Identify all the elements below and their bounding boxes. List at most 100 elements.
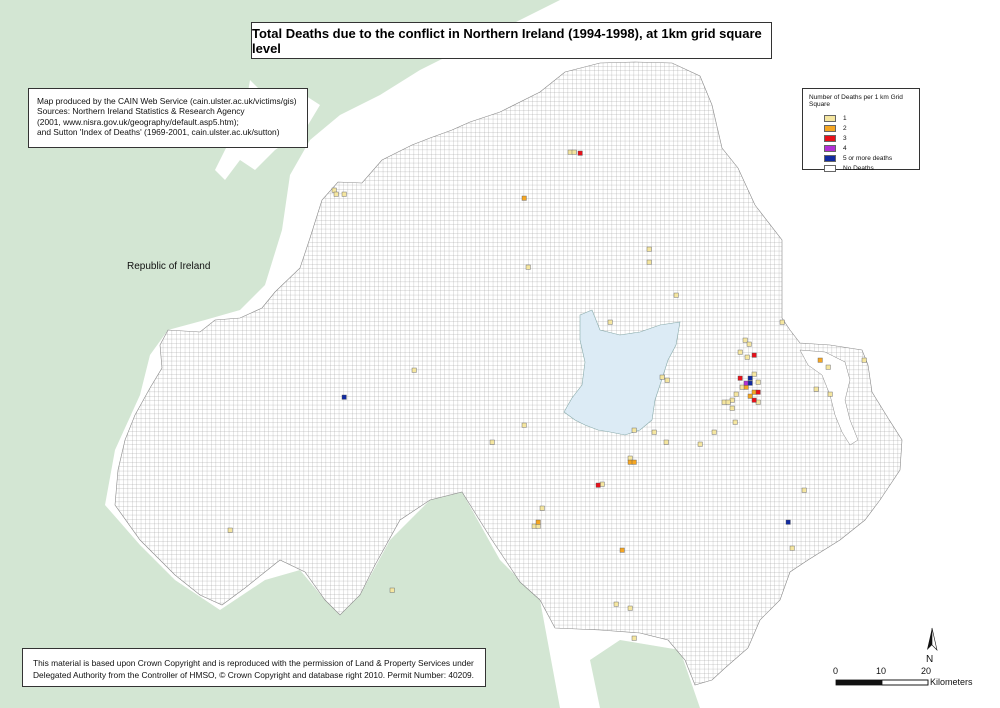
death-square-1 [607, 319, 613, 325]
death-square-1 [827, 391, 833, 397]
legend-item: 4 [824, 143, 913, 153]
northern-ireland-outline [114, 61, 903, 686]
death-square-3 [755, 389, 761, 395]
legend-swatch [824, 134, 836, 142]
scale-unit-label: Kilometers [930, 677, 973, 687]
death-square-1 [567, 149, 573, 155]
death-square-1 [341, 191, 347, 197]
death-square-1 [744, 354, 750, 360]
death-square-2 [619, 547, 625, 553]
source-line: Sources: Northern Ireland Statistics & R… [37, 106, 245, 117]
death-square-1 [746, 341, 752, 347]
death-square-1 [646, 259, 652, 265]
copyright-line: This material is based upon Crown Copyri… [33, 658, 474, 668]
death-square-2 [631, 459, 637, 465]
legend-swatch [824, 144, 836, 152]
death-square-1 [733, 391, 739, 397]
death-square-5-plus [747, 375, 753, 381]
death-square-2 [521, 195, 527, 201]
death-square-5-plus [747, 380, 753, 386]
death-square-1 [825, 364, 831, 370]
legend-swatch [824, 114, 836, 122]
scale-bar-ticks: 0 10 20 [0, 666, 1000, 680]
source-info-box: Map produced by the CAIN Web Service (ca… [28, 88, 308, 148]
legend-title: Number of Deaths per 1 km Grid Square [809, 94, 903, 108]
death-square-5-plus [785, 519, 791, 525]
death-square-1 [697, 441, 703, 447]
legend-label: 2 [843, 124, 847, 132]
death-square-2 [627, 459, 633, 465]
copyright-box: This material is based upon Crown Copyri… [22, 648, 486, 687]
scale-tick-label: 20 [921, 666, 932, 676]
death-square-1 [631, 635, 637, 641]
death-square-1 [525, 264, 531, 270]
legend-item: 3 [824, 133, 913, 143]
death-square-1 [331, 187, 337, 193]
death-square-1 [663, 439, 669, 445]
legend-item: 2 [824, 123, 913, 133]
map-title: Total Deaths due to the conflict in Nort… [252, 25, 762, 56]
death-square-1 [729, 405, 735, 411]
legend-swatch [824, 124, 836, 132]
map-title-box: Total Deaths due to the conflict in Nort… [251, 22, 772, 59]
death-square-1 [755, 399, 761, 405]
death-square-4 [743, 380, 749, 386]
legend-label: 1 [843, 114, 847, 122]
republic-of-ireland-land [0, 0, 700, 708]
death-square-3 [751, 397, 757, 403]
death-square-1 [646, 246, 652, 252]
legend-swatch [824, 154, 836, 162]
death-square-1 [659, 374, 665, 380]
death-square-1 [664, 377, 670, 383]
death-square-1 [751, 371, 757, 377]
death-square-2 [743, 384, 749, 390]
death-square-1 [627, 455, 633, 461]
death-square-1 [613, 601, 619, 607]
death-square-1 [627, 605, 633, 611]
lough-neagh [563, 309, 681, 436]
legend-item: 1 [824, 113, 913, 123]
death-square-1 [521, 422, 527, 428]
death-square-1 [737, 349, 743, 355]
death-square-1 [711, 429, 717, 435]
death-square-1 [801, 487, 807, 493]
death-square-1 [721, 399, 727, 405]
death-square-1 [599, 481, 605, 487]
death-square-1 [739, 384, 745, 390]
legend-swatch [824, 164, 836, 172]
death-square-2 [747, 393, 753, 399]
republic-of-ireland-label: Republic of Ireland [127, 261, 211, 272]
legend-label: No Deaths [843, 164, 874, 172]
death-square-1 [732, 419, 738, 425]
death-square-1 [531, 523, 537, 529]
death-square-1 [651, 429, 657, 435]
legend-label: 4 [843, 144, 847, 152]
legend-label: 3 [843, 134, 847, 142]
death-square-2 [751, 389, 757, 395]
death-square-1 [742, 337, 748, 343]
death-square-5-plus [341, 394, 347, 400]
legend-label: 5 or more deaths [843, 154, 893, 162]
death-square-1 [539, 505, 545, 511]
death-square-1 [673, 292, 679, 298]
legend: Number of Deaths per 1 km Grid Square 1 … [802, 88, 920, 172]
north-label: N [926, 654, 933, 665]
death-square-1 [631, 427, 637, 433]
death-square-1 [227, 527, 233, 533]
death-square-2 [817, 357, 823, 363]
death-square-1 [779, 319, 785, 325]
death-square-2 [535, 519, 541, 525]
death-square-1 [755, 379, 761, 385]
death-square-1 [333, 191, 339, 197]
strangford-lough [799, 349, 859, 446]
source-line: and Sutton 'Index of Deaths' (1969-2001,… [37, 126, 280, 137]
death-square-3 [577, 150, 583, 156]
source-line: Map produced by the CAIN Web Service (ca… [37, 96, 297, 106]
scale-tick-label: 10 [876, 666, 887, 676]
copyright-line: Delegated Authority from the Controller … [33, 669, 474, 680]
death-square-1 [389, 587, 395, 593]
death-square-1 [571, 149, 577, 155]
death-square-1 [535, 523, 541, 529]
source-line: (2001, www.nisra.gov.uk/geography/defaul… [37, 116, 239, 127]
